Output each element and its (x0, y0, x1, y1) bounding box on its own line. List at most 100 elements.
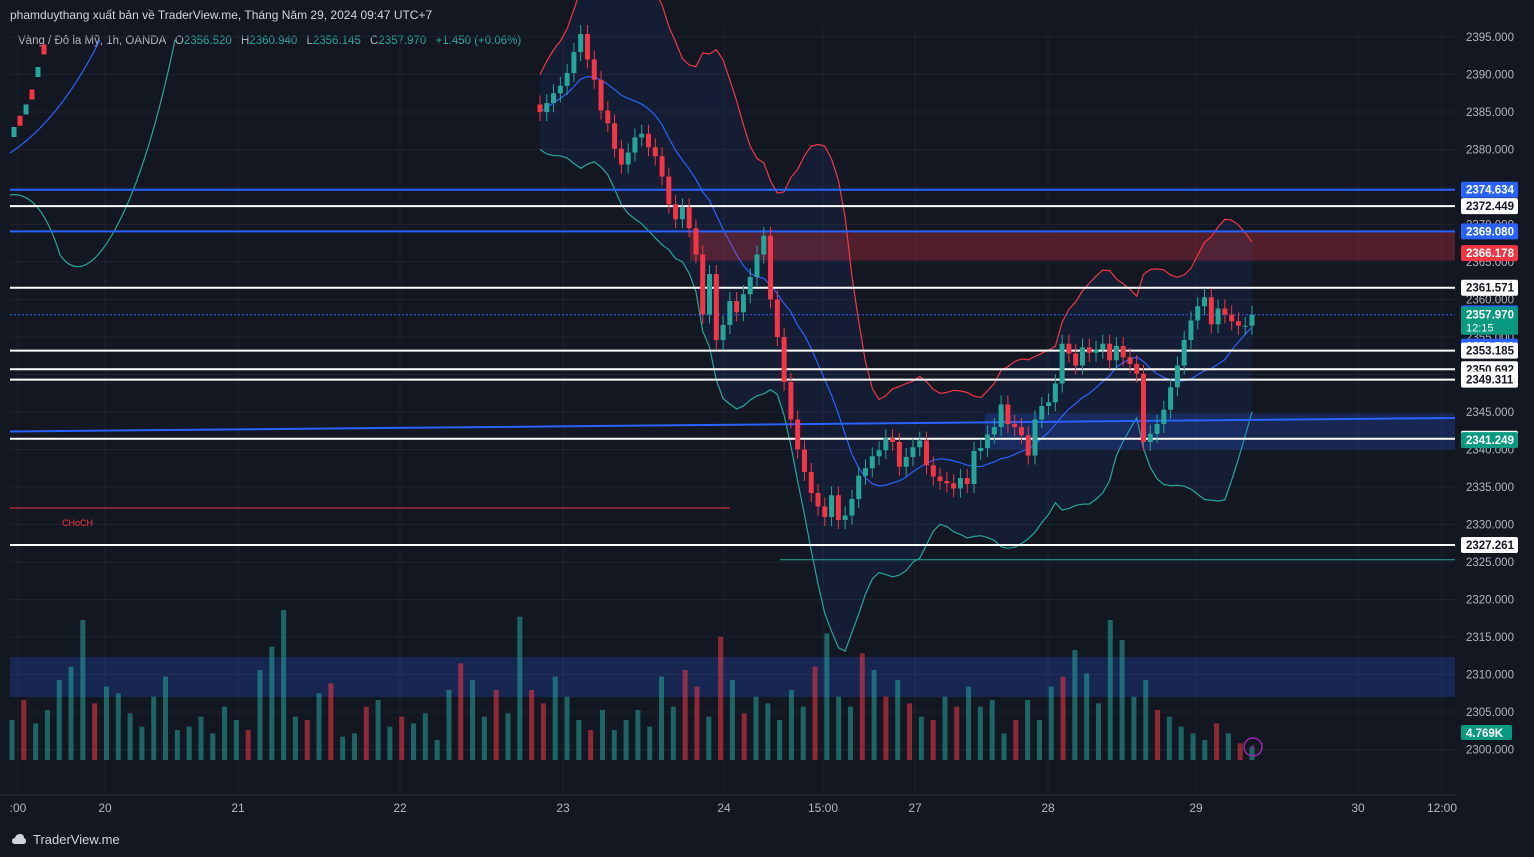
volume-bar (68, 666, 74, 760)
candle-body (1059, 343, 1065, 384)
candle-body (1215, 308, 1221, 325)
candle-body (951, 483, 957, 489)
volume-bar (399, 716, 405, 760)
volume-bar (1084, 673, 1090, 760)
price-tick: 2390.000 (1466, 70, 1514, 82)
time-axis[interactable]: :00 20 21 22 23 24 15:00 27 28 29 30 12:00 (0, 794, 1457, 815)
candle-body (1032, 419, 1038, 456)
candle-body (11, 127, 17, 137)
price-label: 2327.261 (1466, 540, 1515, 552)
candle-body (537, 104, 543, 112)
volume-bar (1060, 676, 1066, 760)
volume-bar (564, 696, 570, 760)
middle-band (539, 75, 1253, 487)
price-label: 2372.449 (1466, 201, 1514, 213)
volume-bar (351, 733, 357, 760)
price-label: 2361.571 (1466, 283, 1515, 295)
candle-body (625, 152, 631, 165)
candle-body (584, 34, 590, 60)
price-label-bg (1461, 537, 1518, 554)
volume-bar (127, 713, 133, 760)
cloud-icon (12, 834, 26, 844)
candle-body (1093, 349, 1099, 353)
volume-bar (505, 713, 511, 760)
choch-label: CHoCH (62, 518, 93, 528)
candle-body (1229, 314, 1235, 322)
volume-bar (33, 723, 39, 760)
volume-bar (245, 730, 251, 760)
middle-band-left (9, 39, 101, 154)
candle-body (544, 103, 550, 112)
candle-body (1052, 383, 1058, 403)
volume-bar (989, 700, 995, 760)
candle-body (917, 440, 923, 448)
candle-body (1107, 343, 1113, 361)
candle-body (835, 495, 841, 520)
volume-bar (836, 696, 842, 760)
volume-bar (139, 726, 145, 760)
candle-body (1073, 353, 1079, 366)
volume-bar (918, 716, 924, 760)
candle-body (35, 67, 41, 77)
candle-body (747, 277, 753, 295)
candle-body (652, 147, 658, 157)
volume-bar (753, 696, 759, 760)
price-tick: 2300.000 (1466, 745, 1514, 757)
time-tick: 22 (393, 801, 407, 815)
candle-body (964, 478, 970, 484)
symbol-name[interactable]: Vàng / Đô la Mỹ, 1h, OANDA (18, 35, 166, 47)
footer: TraderView.me (0, 822, 1534, 857)
candle-body (1066, 343, 1072, 354)
candle-body (876, 450, 882, 457)
price-label-bg (1461, 371, 1518, 388)
candle-body (883, 438, 889, 451)
candle-body (896, 442, 902, 467)
volume-bar (1131, 696, 1137, 760)
volume-bar (1107, 620, 1113, 760)
candle-body (1188, 320, 1194, 340)
price-axis-bg (1456, 0, 1534, 795)
price-tick: 2320.000 (1466, 595, 1514, 607)
countdown-label: 12:15 (1466, 323, 1494, 335)
price-axis[interactable]: 2395.0002390.0002385.0002380.0002375.000… (1243, 0, 1534, 795)
volume-bar (1237, 743, 1243, 760)
candle-body (937, 476, 943, 481)
price-tick: 2310.000 (1466, 670, 1514, 682)
volume-label: 4.769K (1466, 728, 1504, 740)
candle-body (1181, 340, 1187, 366)
candle-body (571, 52, 577, 73)
volume-label-bg (1461, 725, 1512, 740)
candle-body (801, 449, 807, 472)
candle-body (754, 254, 760, 277)
candle-body (591, 59, 597, 80)
candle-body (1012, 424, 1018, 427)
volume-bar (930, 720, 936, 760)
price-label: 2374.634 (1466, 185, 1515, 197)
open-label: O (174, 35, 184, 47)
candle-body (1113, 346, 1119, 361)
volume-bar (493, 690, 499, 760)
low-label: L (306, 35, 313, 47)
time-tick: 24 (717, 801, 731, 815)
candle-body (632, 137, 638, 153)
candle-body (605, 110, 611, 124)
time-tick: :00 (10, 801, 27, 815)
volume-bar (304, 720, 310, 760)
candle-body (957, 478, 963, 489)
volume-bar (115, 693, 121, 760)
volume-bar (92, 703, 98, 760)
volume-bar (576, 720, 582, 760)
candle-body (1025, 435, 1031, 456)
candle-body (1208, 297, 1214, 325)
volume-bar (800, 706, 806, 760)
candle-body (842, 515, 848, 520)
candle-body (971, 451, 977, 484)
candle-body (1086, 347, 1092, 353)
footer-brand: TraderView.me (33, 832, 120, 847)
candle-body (991, 427, 997, 435)
lower-band (539, 148, 1253, 652)
candle-body (598, 79, 604, 111)
horizontal-levels[interactable] (9, 188, 1456, 561)
volume-bar (859, 653, 865, 760)
